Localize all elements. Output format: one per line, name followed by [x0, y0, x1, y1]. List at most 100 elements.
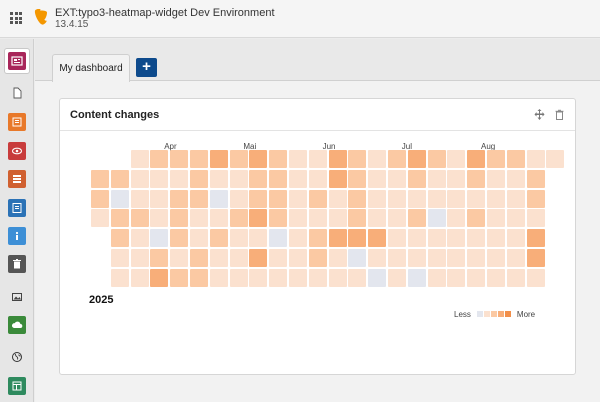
- heatmap-cell[interactable]: [467, 249, 486, 267]
- heatmap-cell[interactable]: [190, 169, 208, 188]
- heatmap-cell[interactable]: [348, 249, 367, 267]
- heatmap-cell[interactable]: [289, 150, 307, 168]
- module-forms[interactable]: [8, 170, 26, 188]
- module-info[interactable]: [8, 199, 26, 217]
- heatmap-cell[interactable]: [328, 189, 347, 208]
- heatmap-cell[interactable]: [348, 150, 367, 168]
- heatmap-cell[interactable]: [407, 189, 426, 208]
- heatmap-cell[interactable]: [506, 268, 525, 287]
- heatmap-cell[interactable]: [368, 189, 387, 208]
- heatmap-cell[interactable]: [269, 169, 288, 188]
- heatmap-cell[interactable]: [269, 209, 288, 228]
- heatmap-cell[interactable]: [308, 229, 327, 248]
- heatmap-cell[interactable]: [209, 150, 228, 168]
- heatmap-cell[interactable]: [467, 209, 486, 228]
- heatmap-cell[interactable]: [229, 268, 248, 287]
- heatmap-cell[interactable]: [110, 268, 129, 287]
- heatmap-cell[interactable]: [487, 249, 505, 267]
- heatmap-cell[interactable]: [249, 249, 268, 267]
- heatmap-cell[interactable]: [526, 189, 545, 208]
- heatmap-cell[interactable]: [348, 169, 367, 188]
- heatmap-cell[interactable]: [190, 150, 208, 168]
- typo3-logo-icon[interactable]: [33, 9, 49, 25]
- heatmap-cell[interactable]: [467, 229, 486, 248]
- heatmap-cell[interactable]: [506, 189, 525, 208]
- heatmap-cell[interactable]: [91, 169, 109, 188]
- heatmap-cell[interactable]: [546, 150, 565, 168]
- heatmap-cell[interactable]: [506, 229, 525, 248]
- heatmap-cell[interactable]: [487, 150, 505, 168]
- heatmap-cell[interactable]: [289, 169, 307, 188]
- heatmap-cell[interactable]: [506, 169, 525, 188]
- heatmap-cell[interactable]: [427, 209, 446, 228]
- heatmap-cell[interactable]: [170, 229, 189, 248]
- heatmap-cell[interactable]: [328, 150, 347, 168]
- heatmap-cell[interactable]: [368, 169, 387, 188]
- heatmap-cell[interactable]: [388, 169, 406, 188]
- heatmap-cell[interactable]: [229, 209, 248, 228]
- heatmap-cell[interactable]: [506, 150, 525, 168]
- heatmap-cell[interactable]: [209, 268, 228, 287]
- heatmap-cell[interactable]: [328, 169, 347, 188]
- heatmap-cell[interactable]: [229, 169, 248, 188]
- trash-icon[interactable]: [554, 109, 565, 120]
- heatmap-cell[interactable]: [249, 268, 268, 287]
- heatmap-cell[interactable]: [130, 189, 149, 208]
- heatmap-cell[interactable]: [229, 150, 248, 168]
- heatmap-cell[interactable]: [289, 229, 307, 248]
- heatmap-cell[interactable]: [209, 189, 228, 208]
- heatmap-cell[interactable]: [526, 229, 545, 248]
- heatmap-cell[interactable]: [487, 189, 505, 208]
- module-template[interactable]: [8, 377, 26, 395]
- heatmap-cell[interactable]: [150, 249, 169, 267]
- heatmap-cell[interactable]: [526, 268, 545, 287]
- move-icon[interactable]: [534, 109, 545, 120]
- heatmap-cell[interactable]: [407, 169, 426, 188]
- heatmap-cell[interactable]: [170, 249, 189, 267]
- heatmap-cell[interactable]: [150, 209, 169, 228]
- heatmap-cell[interactable]: [388, 268, 406, 287]
- heatmap-cell[interactable]: [427, 268, 446, 287]
- heatmap-cell[interactable]: [308, 249, 327, 267]
- heatmap-cell[interactable]: [229, 229, 248, 248]
- heatmap-cell[interactable]: [190, 209, 208, 228]
- heatmap-cell[interactable]: [249, 150, 268, 168]
- heatmap-cell[interactable]: [269, 150, 288, 168]
- heatmap-cell[interactable]: [328, 229, 347, 248]
- heatmap-cell[interactable]: [170, 268, 189, 287]
- heatmap-cell[interactable]: [130, 229, 149, 248]
- add-dashboard-button[interactable]: +: [136, 58, 157, 77]
- heatmap-cell[interactable]: [308, 189, 327, 208]
- heatmap-cell[interactable]: [467, 169, 486, 188]
- heatmap-cell[interactable]: [368, 229, 387, 248]
- module-recycler[interactable]: [8, 255, 26, 273]
- heatmap-cell[interactable]: [467, 189, 486, 208]
- heatmap-cell[interactable]: [130, 150, 149, 168]
- module-list[interactable]: [8, 113, 26, 131]
- heatmap-cell[interactable]: [348, 229, 367, 248]
- heatmap-cell[interactable]: [91, 189, 109, 208]
- module-info2[interactable]: [8, 227, 26, 245]
- heatmap-cell[interactable]: [388, 189, 406, 208]
- heatmap-cell[interactable]: [368, 249, 387, 267]
- heatmap-cell[interactable]: [110, 229, 129, 248]
- heatmap-cell[interactable]: [150, 189, 169, 208]
- heatmap-cell[interactable]: [348, 209, 367, 228]
- heatmap-cell[interactable]: [190, 189, 208, 208]
- heatmap-cell[interactable]: [249, 189, 268, 208]
- module-page[interactable]: [8, 84, 26, 102]
- heatmap-cell[interactable]: [249, 169, 268, 188]
- heatmap-cell[interactable]: [447, 268, 466, 287]
- heatmap-cell[interactable]: [526, 150, 545, 168]
- heatmap-cell[interactable]: [269, 268, 288, 287]
- heatmap-cell[interactable]: [368, 150, 387, 168]
- heatmap-cell[interactable]: [487, 169, 505, 188]
- heatmap-cell[interactable]: [526, 249, 545, 267]
- heatmap-cell[interactable]: [110, 249, 129, 267]
- heatmap-cell[interactable]: [487, 268, 505, 287]
- heatmap-cell[interactable]: [328, 249, 347, 267]
- heatmap-cell[interactable]: [348, 268, 367, 287]
- heatmap-cell[interactable]: [269, 229, 288, 248]
- heatmap-cell[interactable]: [368, 209, 387, 228]
- heatmap-cell[interactable]: [427, 169, 446, 188]
